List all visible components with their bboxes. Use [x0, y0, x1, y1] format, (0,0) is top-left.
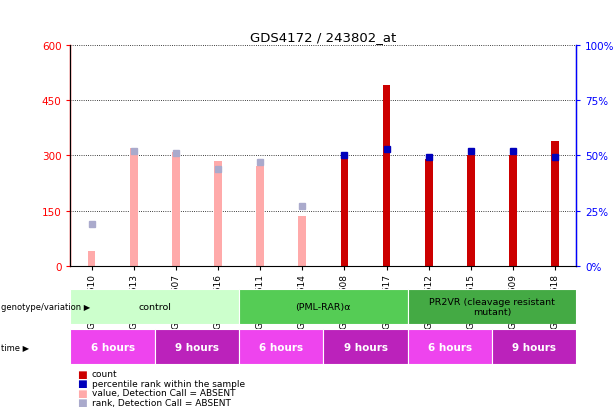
- Bar: [88, 252, 96, 266]
- Bar: [324, 329, 408, 364]
- Bar: [383, 86, 390, 266]
- Text: 6 hours: 6 hours: [259, 342, 303, 352]
- Text: count: count: [92, 369, 118, 378]
- Text: rank, Detection Call = ABSENT: rank, Detection Call = ABSENT: [92, 398, 231, 407]
- Text: ■: ■: [77, 369, 86, 379]
- Bar: [256, 167, 264, 266]
- Text: time ▶: time ▶: [1, 342, 29, 351]
- Text: (PML-RAR)α: (PML-RAR)α: [295, 302, 351, 311]
- Bar: [551, 141, 559, 266]
- Text: 9 hours: 9 hours: [175, 342, 219, 352]
- Bar: [70, 329, 154, 364]
- Bar: [408, 289, 576, 324]
- Text: 9 hours: 9 hours: [512, 342, 556, 352]
- Text: PR2VR (cleavage resistant
mutant): PR2VR (cleavage resistant mutant): [429, 297, 555, 316]
- Title: GDS4172 / 243802_at: GDS4172 / 243802_at: [250, 31, 397, 44]
- Text: control: control: [139, 302, 171, 311]
- Text: 9 hours: 9 hours: [343, 342, 387, 352]
- Text: ■: ■: [77, 397, 86, 407]
- Text: 6 hours: 6 hours: [91, 342, 135, 352]
- Text: 6 hours: 6 hours: [428, 342, 472, 352]
- Bar: [130, 149, 137, 266]
- Bar: [509, 156, 517, 266]
- Bar: [214, 161, 222, 266]
- Bar: [154, 329, 239, 364]
- Bar: [239, 329, 324, 364]
- Text: percentile rank within the sample: percentile rank within the sample: [92, 379, 245, 388]
- Bar: [341, 156, 348, 266]
- Bar: [172, 152, 180, 266]
- Text: genotype/variation ▶: genotype/variation ▶: [1, 302, 91, 311]
- Text: ■: ■: [77, 388, 86, 398]
- Bar: [70, 289, 239, 324]
- Bar: [239, 289, 408, 324]
- Text: value, Detection Call = ABSENT: value, Detection Call = ABSENT: [92, 388, 235, 397]
- Bar: [467, 156, 474, 266]
- Bar: [492, 329, 576, 364]
- Text: ■: ■: [77, 378, 86, 388]
- Bar: [425, 159, 433, 266]
- Bar: [299, 217, 306, 266]
- Bar: [408, 329, 492, 364]
